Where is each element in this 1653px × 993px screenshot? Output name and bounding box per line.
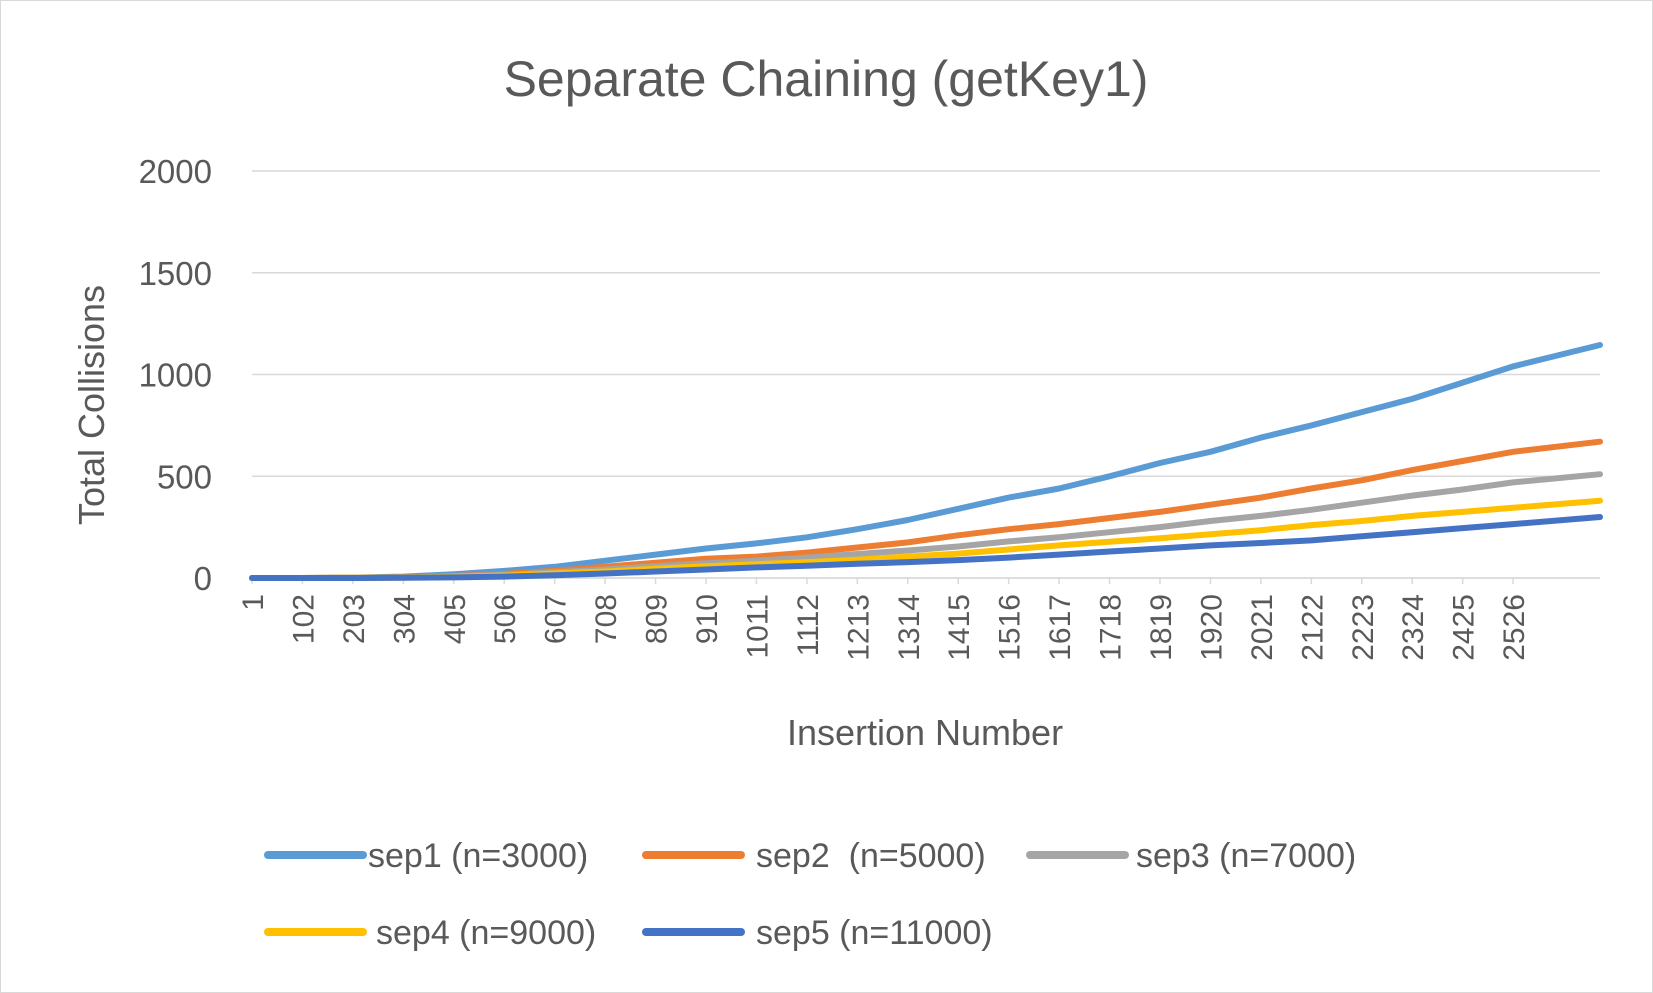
series-line-5 xyxy=(249,514,1603,581)
y-tick-label: 1500 xyxy=(139,255,212,292)
x-tick-label: 203 xyxy=(338,594,371,644)
x-tick-label: 1213 xyxy=(842,594,875,661)
x-tick-label: 102 xyxy=(287,594,320,644)
x-tick-label: 1011 xyxy=(741,594,774,659)
legend-label-2: sep2 (n=5000) xyxy=(756,837,986,875)
x-tick-label: 1112 xyxy=(792,594,825,656)
legend-label-5: sep5 (n=11000) xyxy=(756,914,993,952)
x-tick-label: 910 xyxy=(691,594,724,644)
y-tick-label: 2000 xyxy=(139,153,212,190)
x-tick-label: 1415 xyxy=(943,594,976,661)
chart-title: Separate Chaining (getKey1) xyxy=(504,51,1149,107)
x-tick-label: 708 xyxy=(590,594,623,644)
x-tick-label: 1 xyxy=(237,594,270,611)
y-axis-title: Total Collisions xyxy=(71,285,112,525)
x-tick-label: 2425 xyxy=(1448,594,1481,661)
x-tick-label: 2526 xyxy=(1498,594,1531,661)
legend-label-4: sep4 (n=9000) xyxy=(376,914,596,952)
x-tick-label: 2021 xyxy=(1246,594,1279,661)
series-lines xyxy=(249,342,1603,581)
y-tick-label: 500 xyxy=(157,458,212,495)
x-tick-label: 607 xyxy=(540,594,573,644)
x-tick-label: 2223 xyxy=(1347,594,1380,661)
x-tick-label: 1617 xyxy=(1044,594,1077,661)
x-tick-label: 1920 xyxy=(1195,594,1228,661)
x-tick-label: 304 xyxy=(388,594,421,644)
legend-label-3: sep3 (n=7000) xyxy=(1136,837,1356,875)
y-tick-label: 0 xyxy=(194,560,212,597)
y-tick-labels: 0 500 1000 1500 2000 xyxy=(139,153,212,597)
x-tick-label: 405 xyxy=(439,594,472,644)
legend-label-1: sep1 (n=3000) xyxy=(368,837,588,875)
x-tick-label: 2324 xyxy=(1397,594,1430,661)
x-tick-label: 1516 xyxy=(994,594,1027,661)
x-tick-labels: 1 102 203 304 405 506 607 708 809 910 1011 1112 1213… xyxy=(237,578,1531,661)
x-tick-label: 809 xyxy=(641,594,674,644)
x-tick-label: 1718 xyxy=(1095,594,1128,661)
x-axis-title: Insertion Number xyxy=(787,712,1063,753)
legend: sep1 (n=3000) sep2 (n=5000) sep3 (n=7000) s… xyxy=(264,837,1356,952)
x-tick-label: 506 xyxy=(489,594,522,644)
x-tick-label: 2122 xyxy=(1296,594,1329,661)
y-tick-label: 1000 xyxy=(139,357,212,394)
x-tick-label: 1314 xyxy=(893,594,926,661)
series-line-1 xyxy=(249,342,1603,581)
x-tick-label: 1819 xyxy=(1145,594,1178,661)
